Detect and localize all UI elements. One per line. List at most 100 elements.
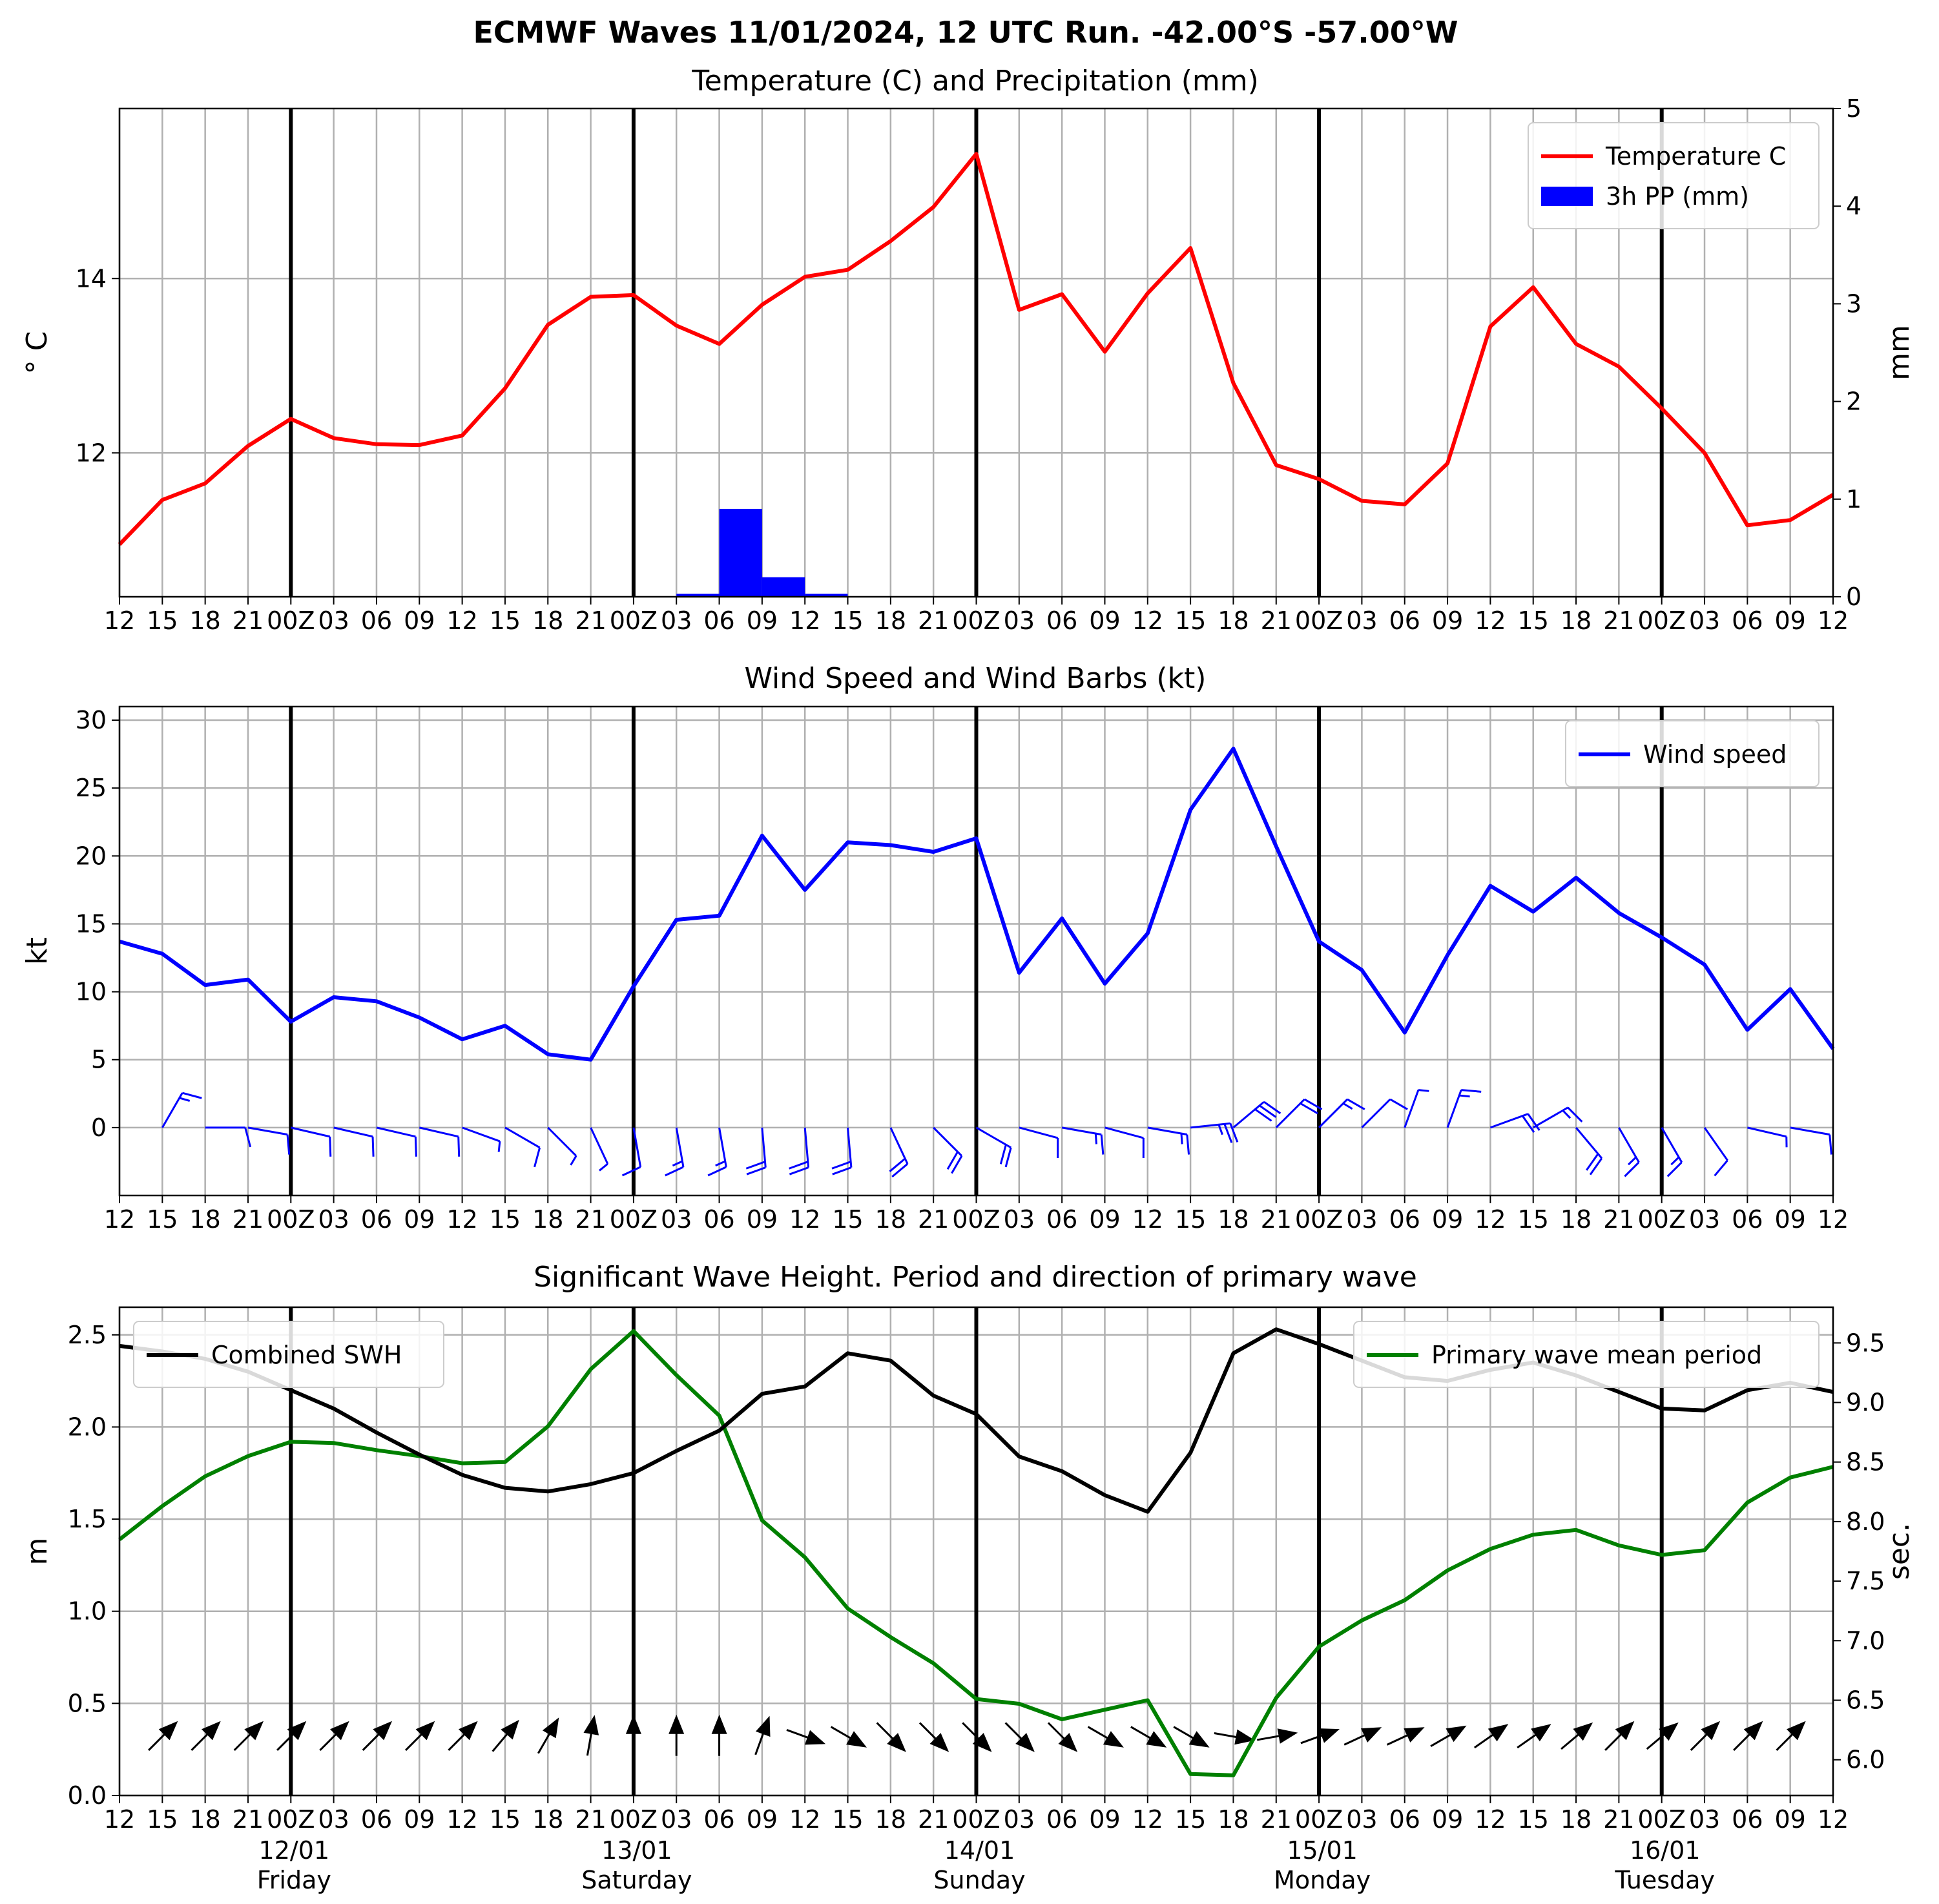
x-tick-label: 21: [575, 606, 606, 635]
y2-axis-label: sec.: [1883, 1523, 1916, 1580]
wind-barb-feather: [745, 1161, 766, 1170]
wind-barb: [1446, 1089, 1482, 1128]
x-tick-label: 12: [1132, 1805, 1163, 1834]
x-tick-label: 12: [1818, 1205, 1849, 1234]
x-tick-label: 06: [1389, 606, 1420, 635]
x-axis: 12 15 18 21 00Z 03 06 09 12 15 18 21 00Z 03 06 09 12 15 18…: [104, 1795, 1849, 1834]
day-name-label: Sunday: [933, 1866, 1025, 1894]
wave-direction-arrow: [1130, 1726, 1167, 1748]
wind-barb-feather: [891, 1163, 909, 1178]
wind-barb: [1232, 1101, 1281, 1129]
legend-box: [1565, 720, 1820, 787]
arrow-head: [1015, 1733, 1035, 1752]
wind-barb-staff: [718, 1127, 727, 1168]
day-date-label: 15/01: [1287, 1836, 1358, 1865]
x-tick-label: 09: [747, 606, 778, 635]
legend: Wind speed: [1565, 720, 1820, 787]
panel3-title: Significant Wave Height. Period and dire…: [534, 1261, 1417, 1294]
wind-barb: [1019, 1126, 1059, 1158]
x-tick-label: 06: [1046, 1805, 1077, 1834]
x-tick-label: 18: [1218, 1205, 1249, 1234]
wind-barb: [831, 1127, 853, 1175]
wind-barb-feather: [789, 1161, 809, 1170]
wind-barb-feather: [244, 1127, 252, 1148]
wind-barb-feather: [1004, 1147, 1012, 1168]
x-tick-label: 03: [318, 1205, 349, 1234]
x-tick-label: 06: [703, 1205, 734, 1234]
arrow-head: [1361, 1727, 1382, 1743]
y2-tick-label: 2: [1846, 388, 1861, 416]
x-tick-label: 00Z: [267, 1805, 315, 1834]
day-date-label: 16/01: [1630, 1836, 1701, 1865]
wave-direction-arrow: [1646, 1722, 1679, 1750]
wind-barb: [1361, 1098, 1408, 1128]
wind-barb: [789, 1127, 810, 1175]
wind-barb: [1061, 1126, 1104, 1155]
wind-barb-half-feather: [497, 1141, 501, 1152]
y2-axis: 6.0 6.5 7.0 7.5 8.0 8.5 9.0 9.5: [1833, 1329, 1885, 1774]
x-tick-label: 09: [747, 1805, 778, 1834]
wave-direction-arrow: [1776, 1721, 1806, 1751]
x-tick-label: 09: [1774, 1805, 1805, 1834]
wind-barb-feather: [1300, 1102, 1318, 1115]
legend: Temperature C 3h PP (mm): [1528, 122, 1820, 229]
arrow-head: [1146, 1731, 1167, 1748]
y2-tick-label: 5: [1846, 94, 1861, 123]
y-tick-label: 30: [76, 706, 107, 734]
wave-direction-arrow: [1256, 1728, 1298, 1744]
x-tick-label: 15: [490, 1205, 521, 1234]
wind-barb-staff: [933, 1126, 963, 1157]
x-tick-label: 12: [789, 1805, 820, 1834]
wind-barb-feather: [707, 1166, 727, 1177]
day-name-label: Monday: [1274, 1866, 1371, 1894]
arrow-head: [846, 1731, 867, 1748]
x-tick-label: 15: [147, 1805, 178, 1834]
arrow-head: [1446, 1725, 1467, 1743]
x-tick-label: 00Z: [267, 606, 315, 635]
arrow-head: [415, 1721, 435, 1741]
wind-barb: [333, 1126, 375, 1157]
wind-barb-feather: [1624, 1161, 1640, 1177]
x-tick-label: 00Z: [1295, 1805, 1343, 1834]
wind-barb: [933, 1126, 963, 1174]
precipitation-bar: [762, 577, 805, 597]
arrow-head: [1188, 1731, 1210, 1748]
x-tick-label: 03: [1689, 606, 1720, 635]
x-tick-label: 00Z: [267, 1205, 315, 1234]
wind-barb-half-feather: [715, 1160, 726, 1167]
wind-barb-feather: [1527, 1113, 1540, 1131]
wind-barb-staff: [462, 1126, 501, 1143]
wind-barb: [376, 1126, 417, 1157]
arrow-head: [887, 1733, 906, 1752]
arrow-head: [1277, 1728, 1298, 1744]
wind-barb-feather: [1586, 1153, 1599, 1171]
day-date-label: 14/01: [944, 1836, 1015, 1865]
x-tick-label: 15: [832, 1205, 863, 1234]
arrow-head: [330, 1721, 349, 1741]
x-tick-label: 21: [918, 1205, 949, 1234]
wind-barb-feather: [1100, 1134, 1104, 1155]
x-tick-label: 03: [318, 606, 349, 635]
arrow-head: [1058, 1733, 1078, 1752]
wind-barb-feather: [951, 1155, 963, 1174]
wind-barb: [975, 1126, 1012, 1168]
wind-barb-staff: [632, 1127, 642, 1168]
x-tick-label: 18: [875, 1205, 906, 1234]
wave-direction-arrow: [876, 1722, 906, 1752]
wind-barb-feather: [621, 1166, 641, 1177]
x-tick-label: 18: [532, 606, 563, 635]
x-tick-label: 06: [1732, 1805, 1763, 1834]
wind-barb-feather: [1259, 1104, 1277, 1118]
wind-barb-staff: [1061, 1126, 1102, 1136]
wind-barb: [889, 1127, 909, 1178]
wind-barb: [1190, 1122, 1239, 1143]
x-tick-label: 09: [1774, 1205, 1805, 1234]
wave-direction-arrow: [405, 1721, 435, 1751]
x-tick-label: 12: [789, 1205, 820, 1234]
x-tick-label: 15: [1175, 1805, 1206, 1834]
wind-barb-staff: [376, 1126, 416, 1138]
wind-barb-feather: [1829, 1134, 1832, 1155]
wind-barbs: [161, 1089, 1832, 1178]
wave-direction-arrow: [625, 1714, 641, 1756]
